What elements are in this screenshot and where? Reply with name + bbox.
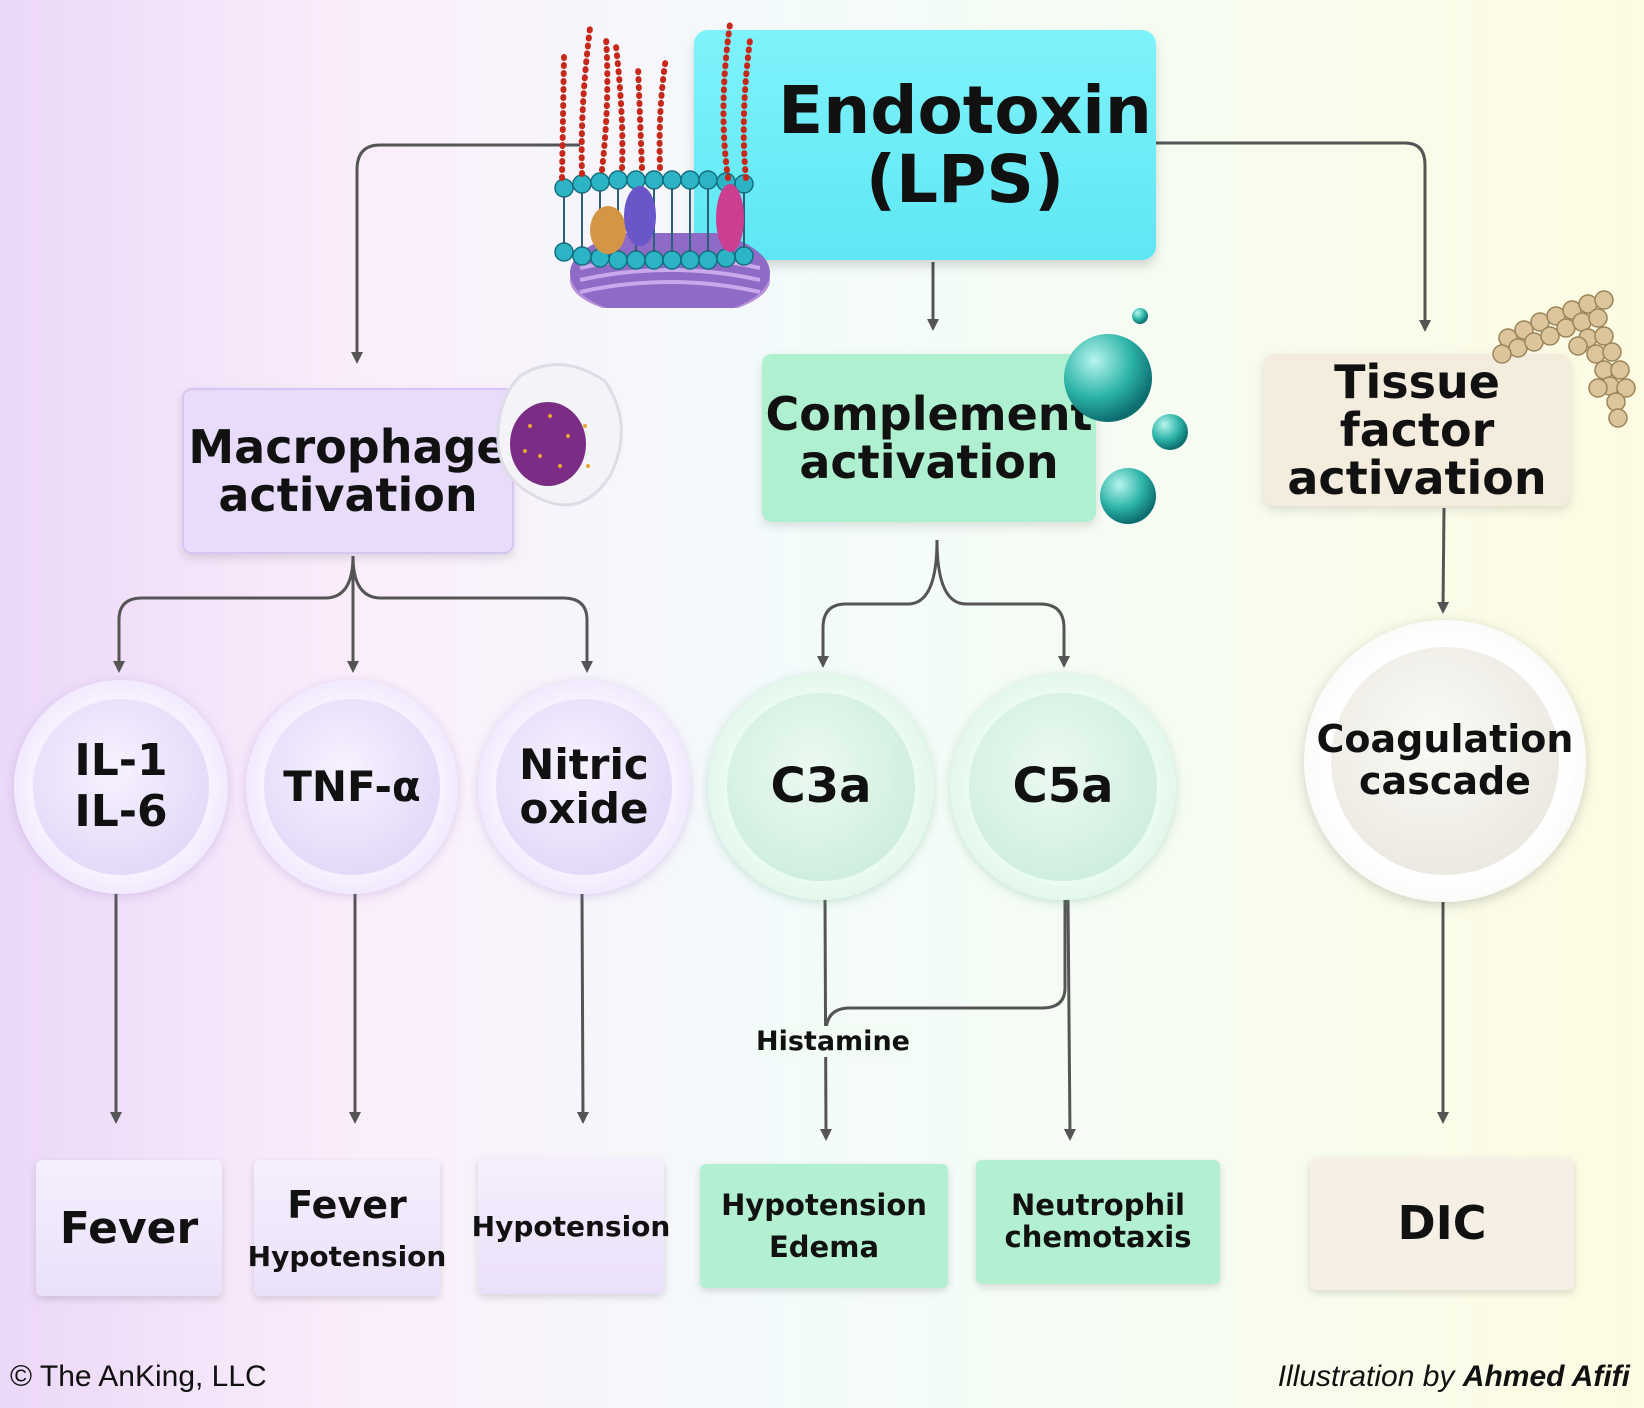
- oxide-label: oxide: [519, 784, 649, 833]
- outcome-edema-label: Edema: [768, 1230, 880, 1264]
- tnf-circle: TNF-α: [246, 680, 458, 894]
- outcome-chemotaxis-label: chemotaxis: [1004, 1220, 1192, 1254]
- edge-root-macrophage: [351, 143, 580, 364]
- complement-label-line1: Complement: [765, 386, 1093, 441]
- complement-spheres-icon: [1064, 308, 1188, 524]
- outcome-fever-box: Fever: [36, 1160, 222, 1296]
- outcome-neutrophil-chemotaxis-box: Neutrophil chemotaxis: [976, 1160, 1220, 1284]
- macrophage-label-line1: Macrophage: [188, 419, 508, 474]
- credit-name: Ahmed Afifi: [1462, 1360, 1630, 1393]
- outcome-fever-label: Fever: [59, 1202, 199, 1254]
- outcome-hypotension-box: Hypotension: [472, 1158, 670, 1294]
- outcome-dic-label: DIC: [1397, 1196, 1487, 1251]
- complement-label-line2: activation: [799, 435, 1059, 489]
- edge-comp-c5a: [935, 539, 1070, 668]
- edge-no-hypo: [576, 891, 589, 1124]
- outcome-hypotension2-label: Hypotension: [247, 1240, 447, 1274]
- edge-mac-no: [351, 555, 593, 673]
- cascade-label: cascade: [1359, 759, 1531, 803]
- tissue-label-line1: Tissue factor: [1334, 354, 1500, 457]
- edge-comp-c3a: [817, 539, 939, 668]
- outcome-dic-box: DIC: [1310, 1158, 1574, 1290]
- edge-root-tissue: [1156, 141, 1431, 332]
- c5a-circle: C5a: [950, 674, 1176, 900]
- endotoxin-title: Endotoxin: [778, 71, 1152, 149]
- tissue-factor-protein-icon: [1492, 290, 1636, 428]
- tissue-factor-activation-box: Tissue factor activation: [1264, 354, 1570, 506]
- edge-c5a-neutro: [1063, 897, 1076, 1141]
- outcome-hypotension3-label: Hypotension: [721, 1187, 927, 1222]
- coagulation-label: Coagulation: [1316, 717, 1574, 762]
- tissue-label-line2: activation: [1287, 451, 1547, 506]
- lps-membrane-illustration: [554, 21, 770, 308]
- complement-activation-box: Complement activation: [762, 354, 1096, 522]
- edge-mac-il: [113, 555, 355, 673]
- macrophage-cell-icon: [496, 363, 623, 507]
- il-1-label: IL-1: [74, 735, 168, 787]
- outcome-fever2-label: Fever: [287, 1182, 407, 1227]
- endotoxin-subtitle: (LPS): [865, 141, 1065, 218]
- tnf-alpha-label: TNF-α: [283, 761, 421, 811]
- outcome-neutrophil-label: Neutrophil: [1011, 1188, 1185, 1223]
- c3a-label: C3a: [770, 758, 872, 815]
- histamine-label: Histamine: [754, 1026, 912, 1057]
- c5a-label: C5a: [1012, 758, 1114, 815]
- il-circle: IL-1 IL-6: [14, 680, 228, 894]
- illustration-credit: Illustration by Ahmed Afifi: [1278, 1360, 1630, 1394]
- outcome-hypotension-edema-box: Hypotension Edema: [700, 1164, 948, 1288]
- outcome-fever-hypotension-box: Fever Hypotension: [248, 1160, 446, 1296]
- outcome-hypotension-label: Hypotension: [471, 1209, 671, 1243]
- edge-c5a-histamine: [824, 898, 1067, 1033]
- endotoxin-box: Endotoxin (LPS): [694, 30, 1156, 260]
- coagulation-cascade-circle: Coagulation cascade: [1304, 620, 1586, 902]
- nitric-oxide-circle: Nitric oxide: [478, 680, 690, 894]
- c3a-circle: C3a: [708, 674, 934, 900]
- edge-c3a-hypo: [819, 897, 832, 1141]
- edge-tissue-coag: [1437, 507, 1450, 614]
- macrophage-label-line2: activation: [218, 468, 478, 522]
- macrophage-activation-box: Macrophage activation: [182, 388, 514, 554]
- nitric-label: Nitric: [519, 739, 649, 789]
- copyright-text: © The AnKing, LLC: [10, 1360, 267, 1393]
- credit-prefix: Illustration by: [1277, 1360, 1455, 1393]
- il-6-label: IL-6: [74, 786, 168, 837]
